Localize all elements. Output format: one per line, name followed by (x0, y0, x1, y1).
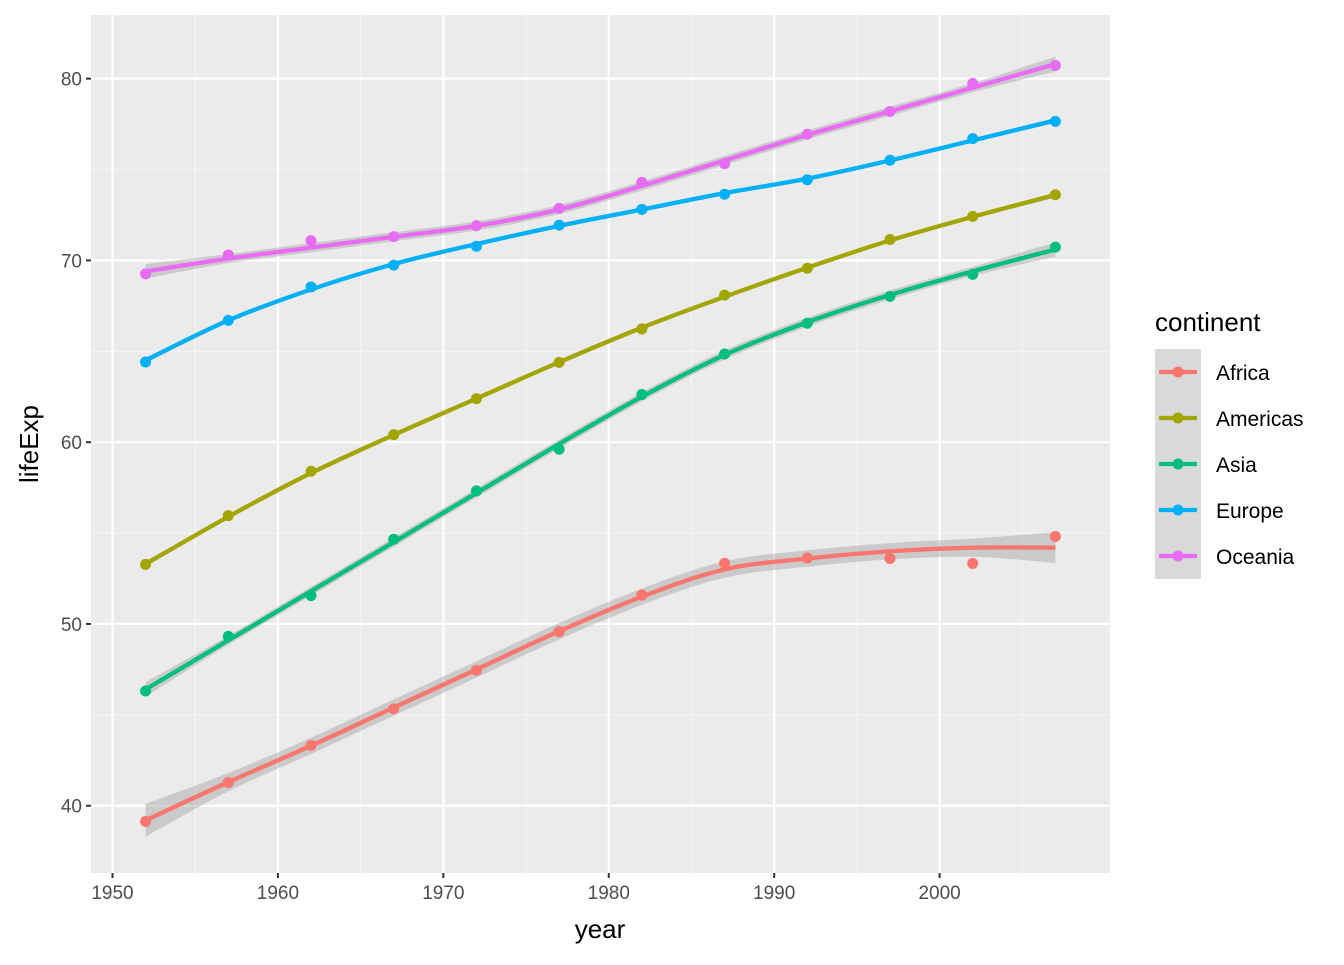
point-oceania (305, 235, 317, 247)
point-oceania (636, 176, 648, 188)
legend-label-americas: Americas (1216, 408, 1304, 431)
point-oceania (222, 249, 234, 261)
point-oceania (719, 158, 731, 170)
point-africa (1049, 531, 1061, 543)
point-europe (719, 188, 731, 200)
point-europe (140, 356, 152, 368)
point-europe (305, 281, 317, 293)
point-americas (884, 233, 896, 245)
y-tick-label: 80 (61, 70, 82, 91)
point-oceania (553, 202, 565, 214)
point-americas (1049, 189, 1061, 201)
grid (91, 15, 1110, 873)
legend-key-point (1172, 504, 1184, 516)
point-asia (140, 685, 152, 697)
point-asia (553, 443, 565, 455)
point-europe (967, 133, 979, 145)
point-africa (553, 626, 565, 638)
legend-key-point (1172, 550, 1184, 562)
y-tick-label: 40 (61, 797, 82, 818)
legend-key-point (1172, 412, 1184, 424)
point-asia (388, 533, 400, 545)
point-americas (388, 429, 400, 441)
point-oceania (1049, 60, 1061, 72)
point-oceania (967, 77, 979, 89)
point-europe (222, 314, 234, 326)
x-axis-label: year (575, 914, 626, 944)
smooth-line-americas (144, 192, 1056, 566)
legend-key-point (1172, 366, 1184, 378)
x-tick-label: 1990 (753, 883, 795, 904)
point-oceania (884, 106, 896, 118)
point-asia (719, 348, 731, 360)
point-africa (470, 664, 482, 676)
points (140, 60, 1061, 827)
point-africa (719, 557, 731, 569)
point-europe (884, 154, 896, 166)
x-tick-label: 1960 (257, 883, 299, 904)
x-tick-label: 1950 (91, 883, 133, 904)
legend-label-asia: Asia (1216, 454, 1257, 477)
y-tick-label: 70 (61, 251, 82, 272)
legend-label-oceania: Oceania (1216, 546, 1295, 569)
point-africa (388, 703, 400, 715)
point-africa (967, 557, 979, 569)
point-americas (470, 393, 482, 405)
point-asia (305, 590, 317, 602)
smooth-line-oceania (145, 62, 1057, 274)
point-europe (1049, 115, 1061, 127)
point-asia (470, 485, 482, 497)
smooth-line-europe (144, 118, 1056, 363)
point-asia (1049, 241, 1061, 253)
point-africa (636, 589, 648, 601)
y-axis-label: lifeExp (14, 405, 44, 483)
point-africa (305, 739, 317, 751)
point-asia (636, 389, 648, 401)
point-americas (636, 323, 648, 335)
point-europe (801, 174, 813, 186)
point-americas (967, 210, 979, 222)
point-asia (967, 268, 979, 280)
point-europe (553, 219, 565, 231)
point-asia (884, 290, 896, 302)
legend-title: continent (1155, 307, 1261, 337)
legend: continent Africa Americas Asia Europe Oceani… (1155, 307, 1304, 579)
point-africa (801, 552, 813, 564)
point-asia (222, 630, 234, 642)
point-europe (470, 240, 482, 252)
point-americas (719, 289, 731, 301)
point-americas (553, 356, 565, 368)
point-americas (222, 510, 234, 522)
x-tick-label: 1980 (588, 883, 630, 904)
point-oceania (470, 220, 482, 232)
point-oceania (801, 128, 813, 140)
point-oceania (388, 231, 400, 243)
smooth-lines (144, 62, 1057, 823)
smooth-line-africa (144, 545, 1056, 823)
legend-label-africa: Africa (1216, 362, 1270, 385)
legend-label-europe: Europe (1216, 500, 1284, 523)
point-europe (636, 203, 648, 215)
axes: 1950 1960 1970 1980 1990 2000 40 50 60 70 80 (61, 70, 961, 904)
point-africa (222, 777, 234, 789)
point-africa (884, 553, 896, 565)
x-tick-label: 1970 (422, 883, 464, 904)
point-americas (801, 262, 813, 274)
point-asia (801, 317, 813, 329)
y-tick-label: 60 (61, 433, 82, 454)
point-americas (305, 465, 317, 477)
y-tick-label: 50 (61, 615, 82, 636)
point-americas (140, 558, 152, 570)
x-tick-label: 2000 (918, 883, 960, 904)
smooth-line-asia (144, 247, 1056, 692)
point-africa (140, 815, 152, 827)
point-europe (388, 259, 400, 271)
point-oceania (140, 268, 152, 280)
legend-key-point (1172, 458, 1184, 470)
